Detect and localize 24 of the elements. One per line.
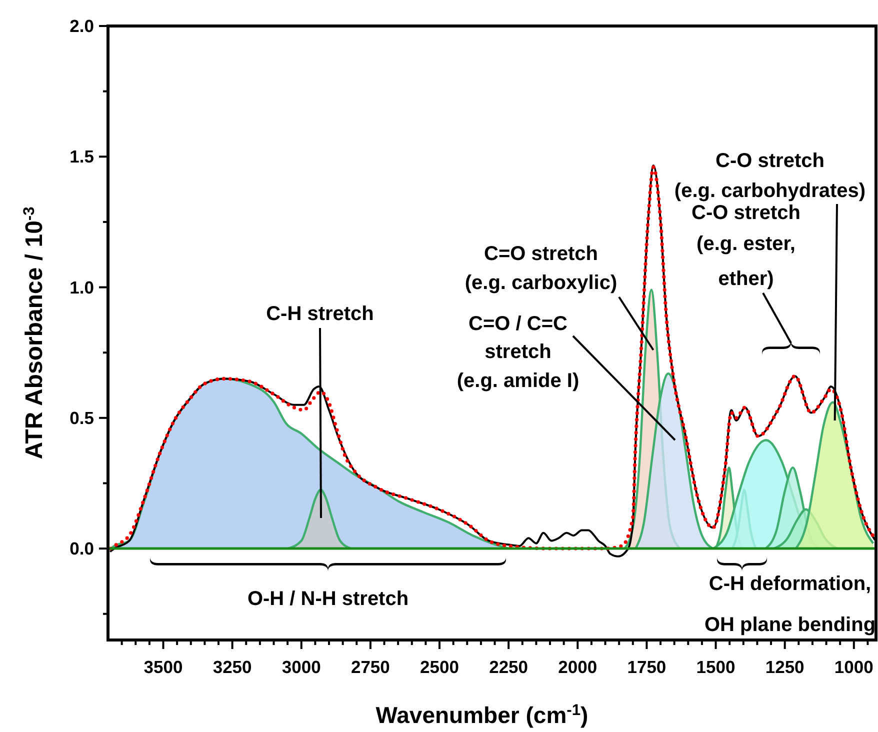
annotation: C-H stretch xyxy=(266,303,374,325)
y-tick-label: 0.0 xyxy=(70,538,94,559)
x-tick-label: 3250 xyxy=(212,657,252,677)
x-tick-label: 2750 xyxy=(350,657,390,677)
x-tick-label: 2500 xyxy=(420,657,460,677)
annotation: O-H / N-H stretch xyxy=(247,588,409,610)
x-tick-label: 3000 xyxy=(282,657,322,677)
annotation: C-O stretch (e.g. ester, ether) xyxy=(692,202,800,290)
y-tick-label: 1.5 xyxy=(70,146,94,167)
x-tick-label: 1500 xyxy=(696,657,736,677)
annotation: C=O stretch (e.g. carboxylic) xyxy=(464,243,618,294)
x-tick-label: 2000 xyxy=(558,657,598,677)
x-tick-label: 2250 xyxy=(489,657,528,677)
y-tick-label: 0.5 xyxy=(70,408,94,428)
y-tick-label: 1.0 xyxy=(70,277,94,298)
x-axis-title: Wavenumber (cm$^{-1}$) xyxy=(376,702,588,728)
annotation: C-H deformation, OH plane bending xyxy=(704,573,876,636)
x-tick-label: 1250 xyxy=(765,657,805,677)
x-tick-label: 3500 xyxy=(144,657,183,677)
annotation: C-O stretch (e.g. carbohydrates) xyxy=(674,150,866,202)
x-tick-label: 1000 xyxy=(834,657,874,677)
y-tick-label: 2.0 xyxy=(70,16,94,36)
x-tick-label: 1750 xyxy=(627,657,666,677)
annotation: C=O / C=C stretch (e.g. amide I) xyxy=(456,313,580,392)
